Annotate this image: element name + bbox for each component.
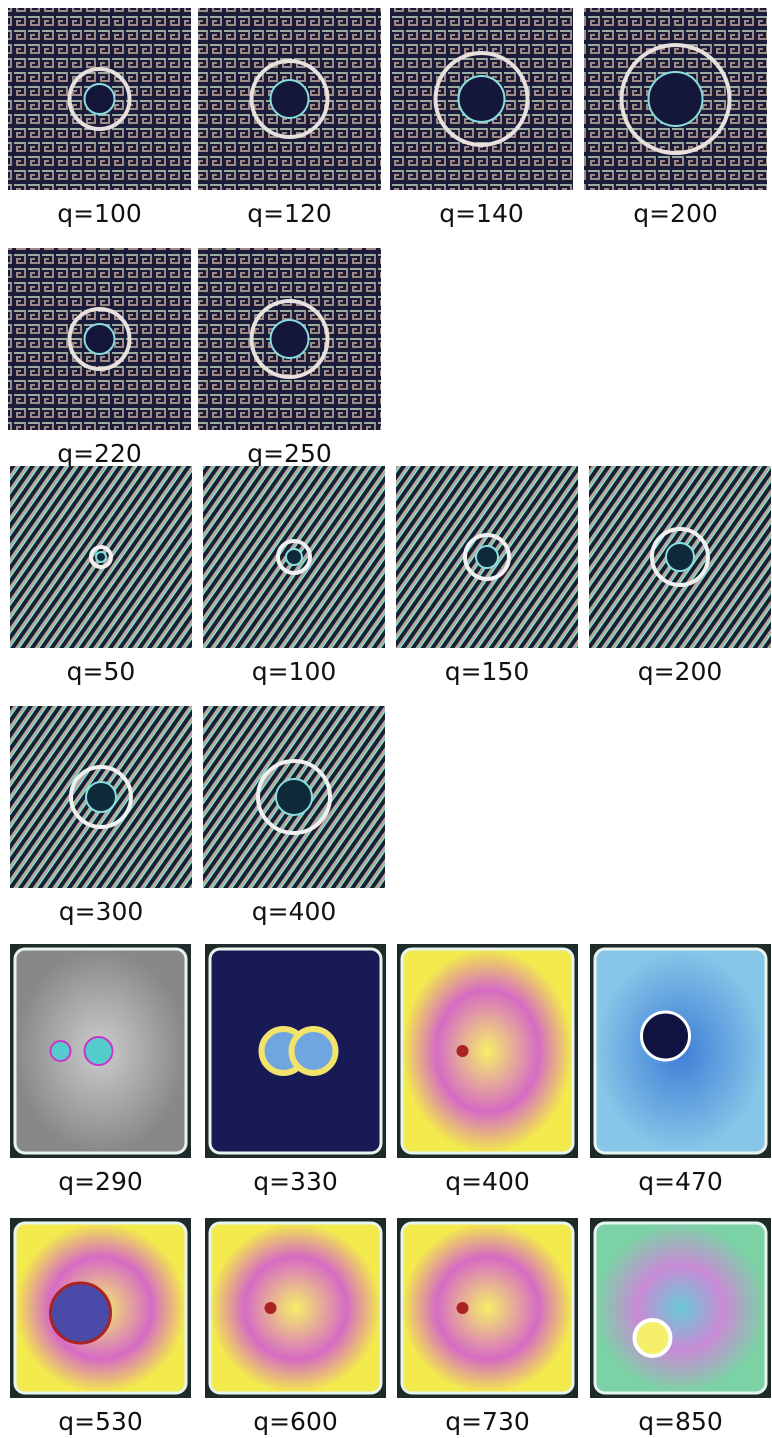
panel-caption: q=730 xyxy=(445,1407,530,1436)
panel-caption: q=400 xyxy=(445,1167,530,1196)
panel-image xyxy=(595,1223,766,1393)
panel-caption: q=850 xyxy=(638,1407,723,1436)
panel-motif xyxy=(642,1012,690,1060)
panel-caption: q=50 xyxy=(67,657,136,686)
panel-motif xyxy=(649,72,703,126)
panel-motif xyxy=(292,1029,336,1073)
panel-caption: q=330 xyxy=(253,1167,338,1196)
panel-image xyxy=(210,1223,381,1393)
panel-image xyxy=(402,1223,573,1393)
panel-caption: q=100 xyxy=(57,199,142,228)
panel-caption: q=290 xyxy=(58,1167,143,1196)
panel-caption: q=600 xyxy=(253,1407,338,1436)
panel-motif xyxy=(276,779,312,815)
panel-motif xyxy=(51,1283,111,1343)
panel-motif xyxy=(666,543,694,571)
panel-motif xyxy=(286,549,302,565)
panel-motif xyxy=(457,1045,469,1057)
panel-motif xyxy=(85,1037,113,1065)
panel-caption: q=400 xyxy=(252,897,337,926)
panel-caption: q=530 xyxy=(58,1407,143,1436)
panel-caption: q=150 xyxy=(445,657,530,686)
panel-caption: q=220 xyxy=(57,439,142,468)
panel-motif xyxy=(459,76,505,122)
panel-motif xyxy=(51,1041,71,1061)
panel-motif xyxy=(457,1302,469,1314)
panel-motif xyxy=(271,80,309,118)
panel-motif xyxy=(85,84,115,114)
panel-caption: q=120 xyxy=(247,199,332,228)
panel-caption: q=100 xyxy=(252,657,337,686)
panel-caption: q=200 xyxy=(633,199,718,228)
panel-caption: q=250 xyxy=(247,439,332,468)
panel-caption: q=470 xyxy=(638,1167,723,1196)
panel-motif xyxy=(265,1302,277,1314)
panel-motif xyxy=(476,546,498,568)
panel-image xyxy=(402,949,573,1153)
panel-caption: q=300 xyxy=(59,897,144,926)
panel-caption: q=140 xyxy=(439,199,524,228)
figure: q=100 q=120 q=140 q=200 q=220 q=250 q=50 q=100 q… xyxy=(0,0,772,1438)
panel-caption: q=200 xyxy=(638,657,723,686)
panel-motif xyxy=(635,1320,671,1356)
panel-motif xyxy=(96,552,106,562)
panel-motif xyxy=(85,324,115,354)
panel-motif xyxy=(271,320,309,358)
panel-motif xyxy=(86,782,116,812)
